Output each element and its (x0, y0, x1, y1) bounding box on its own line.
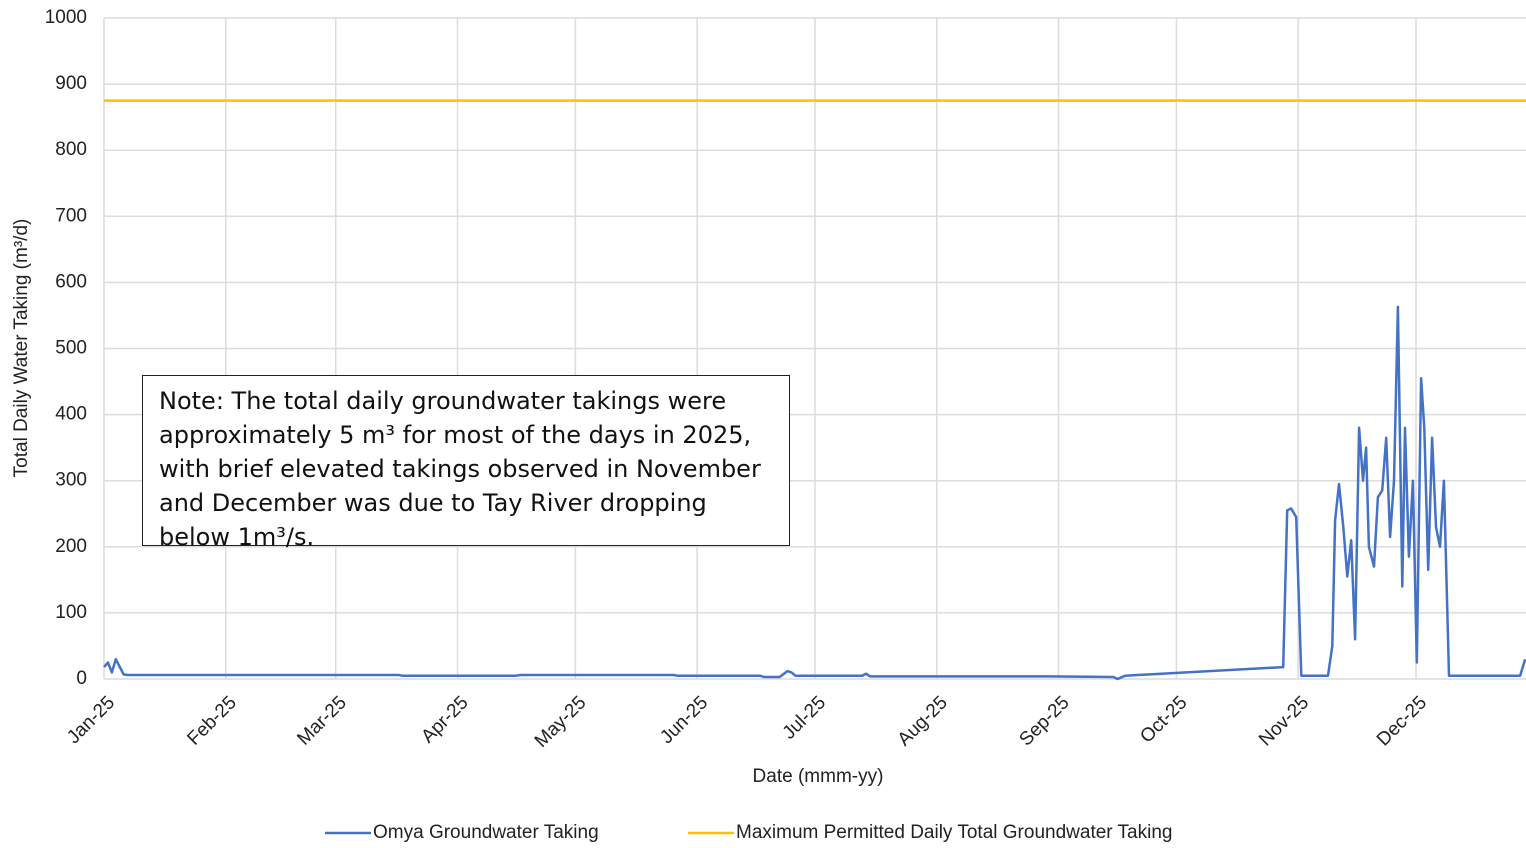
x-tick-label: Jul-25 (779, 692, 830, 743)
y-tick-label: 400 (55, 404, 87, 425)
y-axis-label: Total Daily Water Taking (m³/d) (11, 219, 32, 478)
legend-label: Maximum Permitted Daily Total Groundwate… (736, 822, 1172, 843)
y-tick-label: 600 (55, 271, 87, 292)
x-tick-label: Apr-25 (417, 692, 472, 747)
x-axis-label: Date (mmm-yy) (753, 766, 884, 787)
x-tick-label: Aug-25 (894, 692, 952, 750)
y-tick-label: 200 (55, 536, 87, 557)
x-tick-label: Oct-25 (1136, 692, 1191, 747)
y-tick-label: 800 (55, 139, 87, 160)
y-tick-label: 0 (76, 668, 87, 689)
annotation: Note: The total daily groundwater taking… (142, 375, 790, 551)
y-tick-label: 100 (55, 602, 87, 623)
x-tick-label: Jan-25 (63, 692, 119, 748)
x-tick-label: Sep-25 (1015, 692, 1073, 750)
x-tick-label: Dec-25 (1373, 692, 1431, 750)
x-tick-label: Mar-25 (293, 692, 350, 749)
y-tick-label: 1000 (45, 7, 87, 28)
legend-label: Omya Groundwater Taking (373, 822, 599, 843)
y-tick-label: 300 (55, 470, 87, 491)
x-tick-label: Feb-25 (183, 692, 240, 749)
y-tick-label: 900 (55, 73, 87, 94)
x-tick-label: May-25 (531, 692, 591, 752)
y-tick-label: 700 (55, 205, 87, 226)
x-tick-label: Nov-25 (1255, 692, 1313, 750)
x-tick-label: Jun-25 (656, 692, 712, 748)
y-tick-label: 500 (55, 338, 87, 359)
series-line (103, 305, 1526, 681)
